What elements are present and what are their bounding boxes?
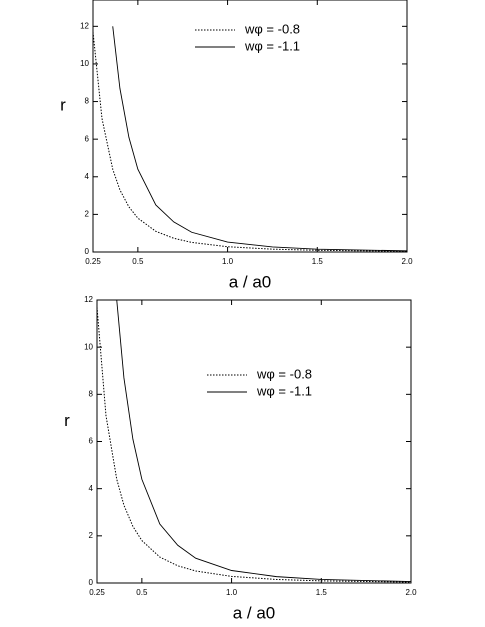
y-tick-label: 4: [89, 484, 94, 493]
legend-label: wφ = -0.8: [256, 366, 312, 381]
y-tick-label: 12: [80, 21, 89, 30]
y-tick-label: 10: [84, 342, 93, 351]
legend-label: wφ = -0.8: [244, 21, 300, 36]
x-tick-label: 0.5: [136, 588, 148, 597]
y-tick-label: 8: [85, 97, 90, 106]
x-tick-label: 0.5: [132, 257, 144, 266]
x-tick-label: 1.0: [226, 588, 238, 597]
data-line: [112, 26, 407, 252]
legend-label: wφ = -1.1: [244, 38, 300, 53]
y-tick-label: 0: [89, 578, 94, 587]
y-axis-label: r: [60, 95, 66, 114]
x-tick-label: 1.0: [222, 257, 234, 266]
y-tick-label: 8: [89, 389, 94, 398]
y-tick-label: 10: [80, 59, 89, 68]
data-line: [116, 300, 411, 583]
y-tick-label: 2: [85, 209, 90, 218]
y-tick-label: 0: [85, 247, 90, 256]
x-tick-label: 2.0: [401, 257, 413, 266]
x-tick-label: 0.25: [89, 588, 105, 597]
x-axis-label: a / a0: [229, 272, 272, 291]
x-tick-label: 2.0: [405, 588, 417, 597]
plot-frame: [92, 0, 408, 253]
legend-label: wφ = -1.1: [256, 383, 312, 398]
plot-frame: [96, 299, 412, 584]
y-tick-label: 6: [85, 134, 90, 143]
data-line: [93, 31, 407, 252]
x-tick-label: 1.5: [312, 257, 324, 266]
x-axis-label: a / a0: [233, 603, 276, 622]
y-axis-label: r: [64, 411, 70, 430]
x-tick-label: 1.5: [316, 588, 328, 597]
y-tick-label: 12: [84, 295, 93, 304]
data-line: [97, 307, 411, 583]
y-tick-label: 4: [85, 172, 90, 181]
y-tick-label: 2: [89, 531, 94, 540]
y-tick-label: 6: [89, 437, 94, 446]
x-tick-label: 0.25: [85, 257, 101, 266]
